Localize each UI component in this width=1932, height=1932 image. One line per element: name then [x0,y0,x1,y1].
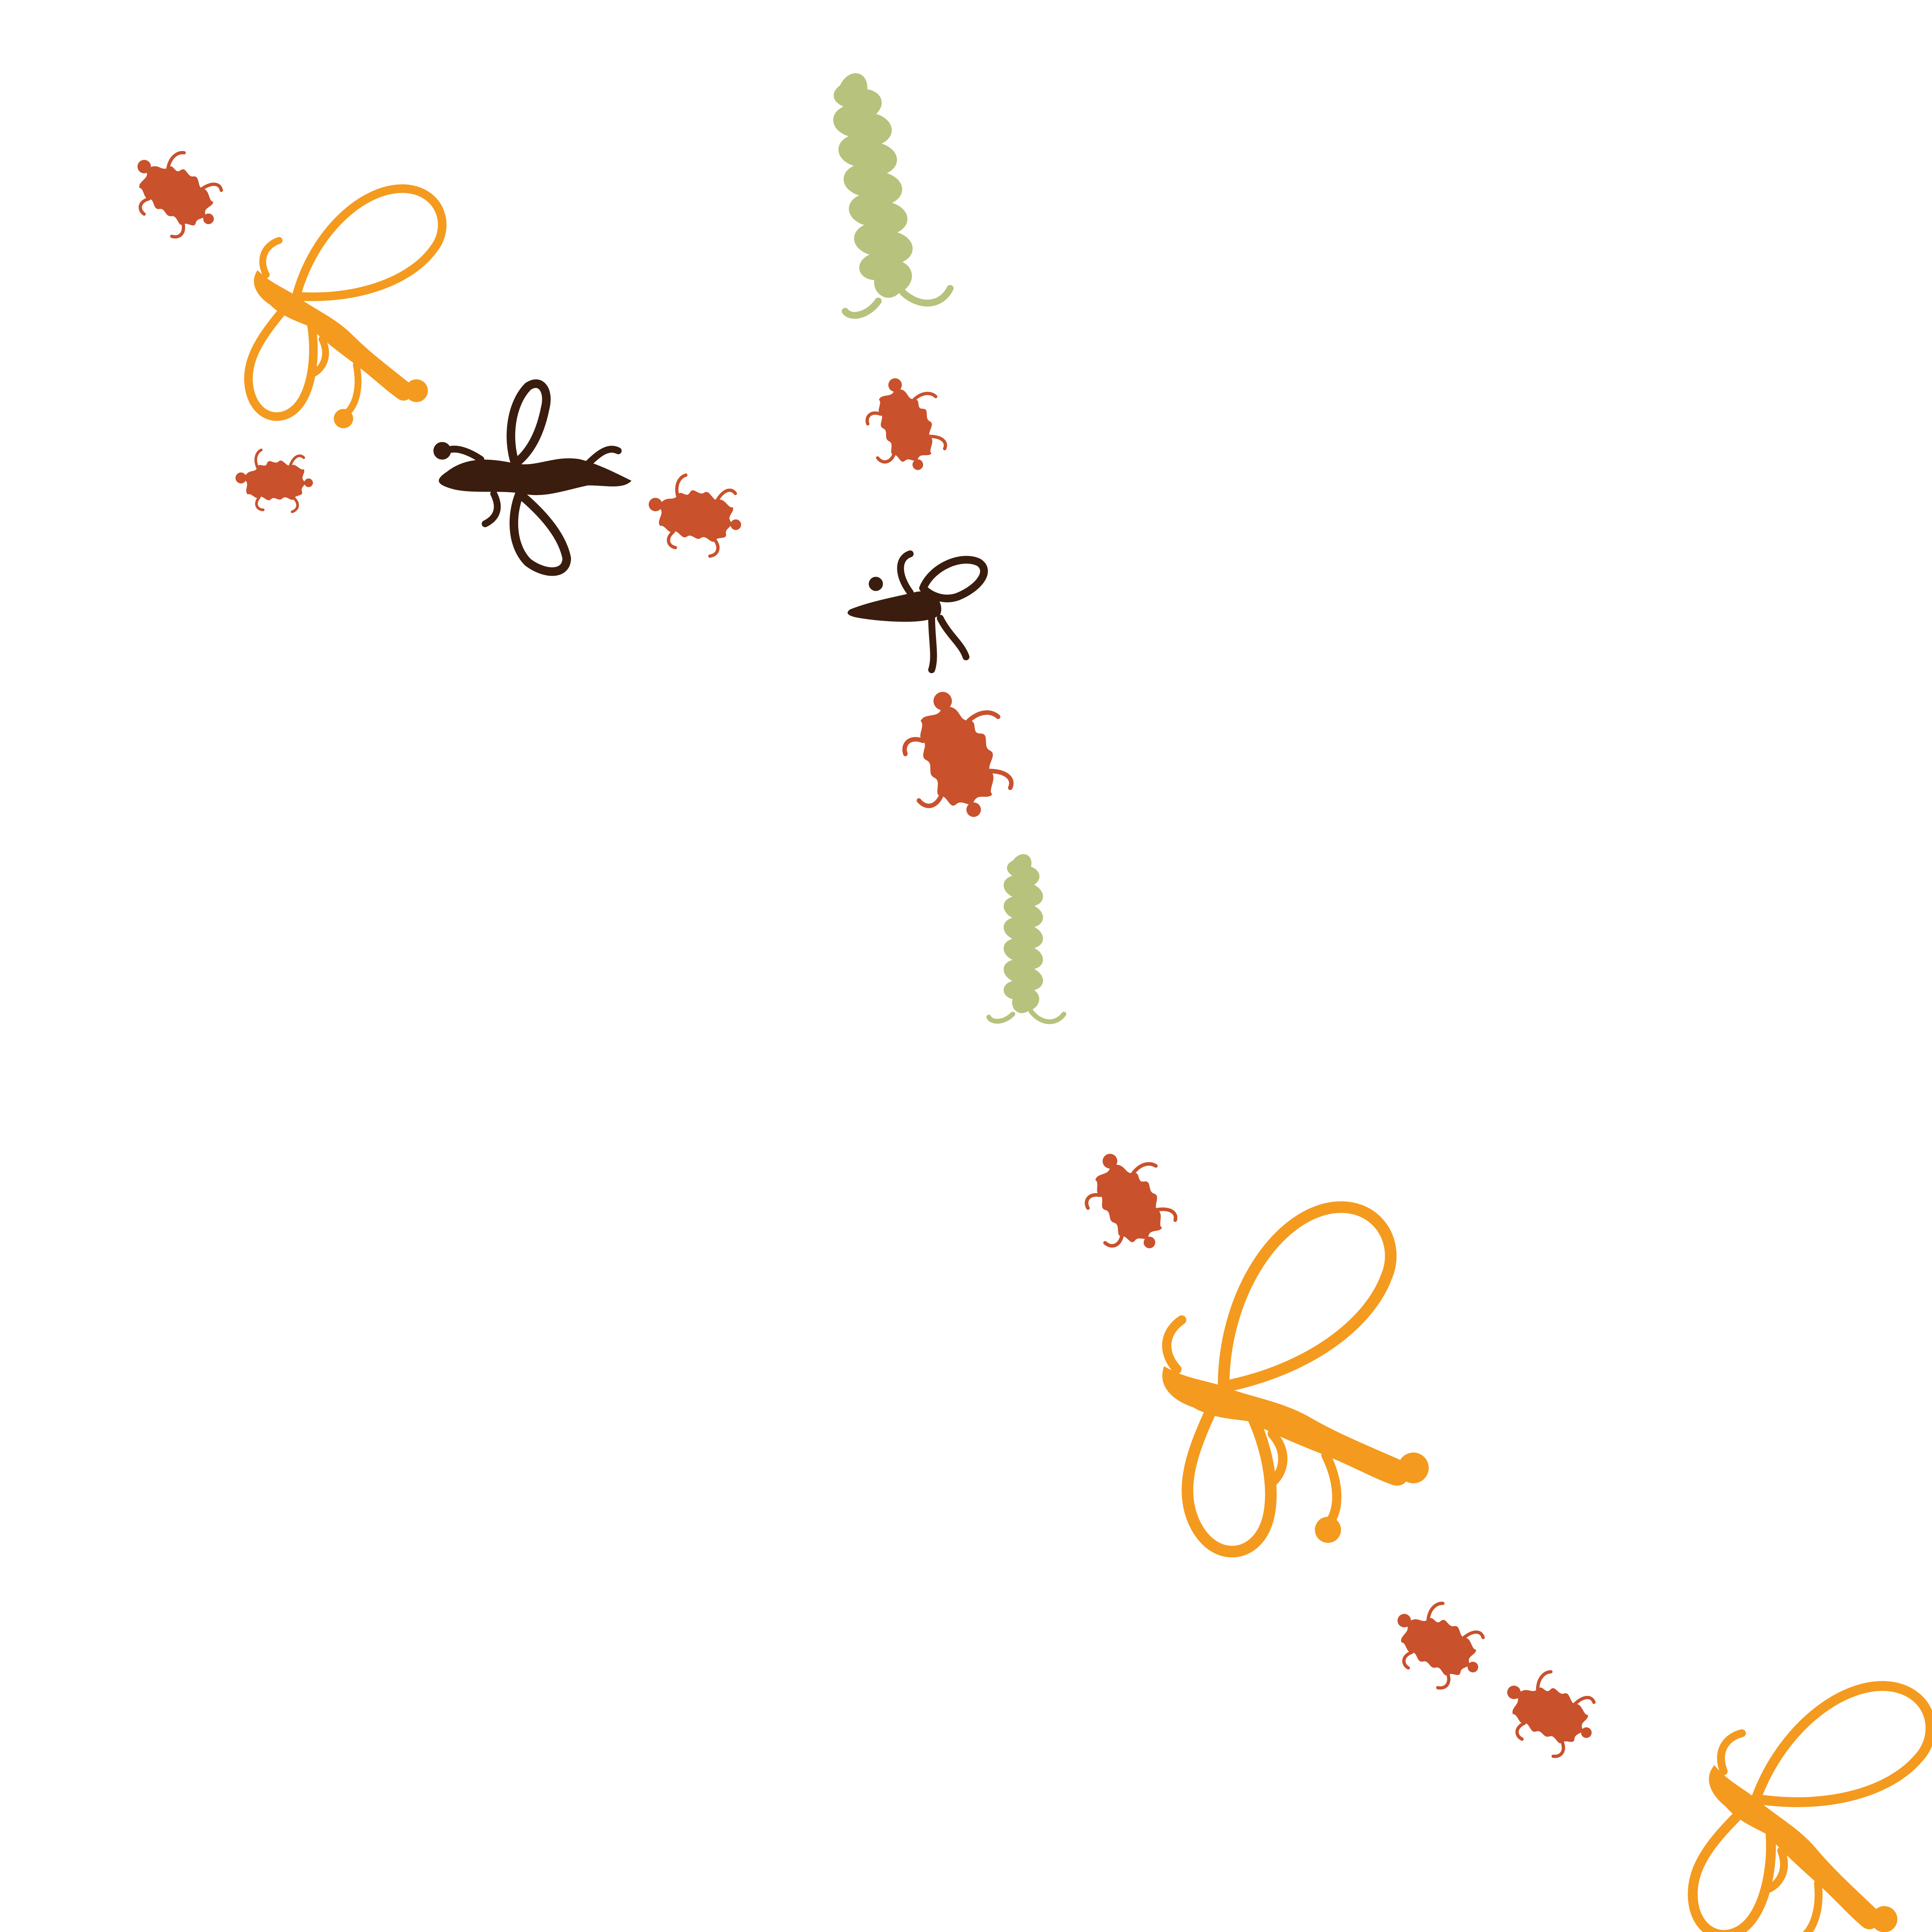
ant-icon [642,470,748,561]
ant-icon [236,450,313,512]
caterpillar-icon [989,854,1064,1022]
ant-icon [115,135,236,251]
ant-icon [1067,1136,1190,1267]
ant-icon [1491,1659,1608,1767]
ant-icon [854,367,957,482]
insect-trail [115,64,1932,1932]
caterpillar-icon [805,64,952,318]
bee-solid-icon [434,384,631,572]
bee-outline-icon [249,188,442,428]
ant-icon [1378,1588,1498,1700]
bee-outline-icon [1688,1671,1932,1932]
bee-outline-icon [1124,1195,1460,1575]
ant-icon [887,677,1027,833]
bee-small-icon [848,554,984,670]
